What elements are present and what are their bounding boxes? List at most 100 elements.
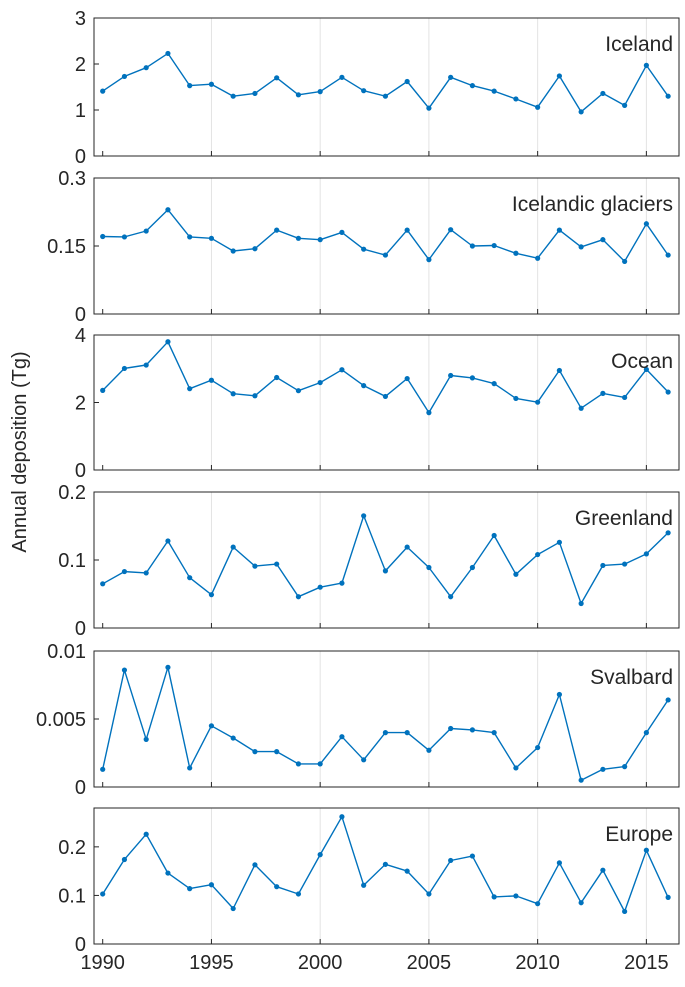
data-point	[187, 575, 193, 581]
data-point	[230, 735, 236, 741]
data-point	[469, 853, 476, 859]
data-point	[578, 109, 584, 115]
data-point	[208, 882, 215, 888]
data-point	[622, 102, 628, 108]
panel-4: 0 0.005 0.01 Svalbard	[36, 641, 680, 799]
data-point	[100, 233, 106, 240]
y-tick-label: 3	[75, 8, 86, 30]
y-tick-label: 0.3	[58, 168, 86, 190]
data-point	[535, 255, 541, 261]
data-point	[165, 50, 171, 57]
data-point	[469, 375, 476, 381]
data-point	[339, 814, 345, 820]
data-point	[426, 747, 432, 753]
data-point	[252, 246, 258, 252]
data-point	[143, 362, 149, 368]
data-point	[622, 394, 628, 401]
data-point	[295, 235, 302, 241]
data-point	[208, 235, 215, 241]
data-point	[208, 81, 215, 87]
data-point	[578, 244, 584, 250]
data-point	[187, 765, 193, 771]
data-point	[513, 765, 519, 771]
data-point	[165, 339, 171, 345]
data-point	[578, 900, 584, 906]
data-point	[165, 538, 171, 544]
data-point	[252, 90, 258, 97]
data-point	[448, 725, 454, 732]
panel-1: 0 0.15 0.3 Icelandic glaciers	[47, 168, 680, 326]
data-point	[230, 93, 236, 99]
data-point	[426, 891, 432, 897]
data-point	[600, 390, 606, 396]
data-point	[187, 386, 193, 392]
x-tick-label: 2010	[515, 952, 560, 974]
y-tick-label: 2	[75, 54, 86, 76]
data-point	[274, 884, 280, 890]
data-point	[382, 252, 389, 258]
plot-area	[94, 18, 679, 156]
data-point	[382, 93, 389, 99]
data-point	[187, 234, 193, 240]
data-point	[165, 664, 171, 670]
data-point	[208, 377, 215, 383]
data-point	[600, 90, 606, 97]
x-tick-label: 2000	[298, 952, 343, 974]
data-point	[469, 243, 476, 249]
data-point	[230, 905, 236, 912]
data-point	[665, 93, 671, 99]
data-point	[469, 83, 476, 89]
data-point	[404, 78, 410, 85]
data-point	[208, 592, 215, 598]
data-point	[469, 564, 476, 571]
data-point	[665, 389, 671, 395]
data-point	[295, 388, 302, 394]
data-point	[295, 891, 302, 897]
data-point	[121, 73, 128, 80]
data-point	[513, 395, 519, 402]
data-point	[513, 893, 519, 899]
data-point	[665, 894, 671, 900]
y-tick-label: 0.2	[58, 482, 86, 504]
data-point	[295, 594, 302, 600]
data-point	[382, 861, 389, 867]
data-point	[230, 544, 236, 550]
data-point	[252, 393, 258, 399]
data-point	[643, 730, 649, 736]
data-point	[426, 105, 432, 111]
data-point	[143, 228, 149, 234]
x-tick-label: 1995	[189, 952, 234, 974]
data-point	[578, 405, 584, 411]
data-point	[143, 65, 149, 71]
data-point	[361, 513, 367, 519]
data-point	[339, 734, 345, 740]
data-point	[121, 568, 128, 575]
data-point	[361, 757, 367, 763]
data-point	[600, 237, 606, 243]
data-point	[274, 75, 280, 81]
data-point	[643, 366, 649, 373]
data-point	[643, 847, 649, 853]
data-point	[230, 391, 236, 397]
data-point	[556, 367, 562, 374]
data-point	[535, 399, 541, 405]
data-point	[513, 571, 519, 577]
data-point	[404, 730, 410, 736]
data-point	[317, 852, 323, 858]
panel-title: Svalbard	[590, 666, 673, 689]
data-point	[274, 227, 280, 233]
panel-title: Greenland	[575, 507, 673, 530]
y-tick-label: 0.15	[47, 236, 86, 258]
data-point	[665, 697, 671, 703]
data-point	[100, 88, 106, 94]
data-point	[426, 564, 432, 571]
y-tick-label: 0	[75, 460, 86, 482]
y-tick-label: 4	[75, 325, 86, 347]
y-axis-title: Annual deposition (Tg)	[9, 351, 31, 552]
y-tick-label: 0	[75, 146, 86, 168]
data-point	[600, 867, 606, 873]
data-point	[100, 766, 106, 772]
data-point	[535, 901, 541, 907]
data-point	[448, 594, 454, 600]
